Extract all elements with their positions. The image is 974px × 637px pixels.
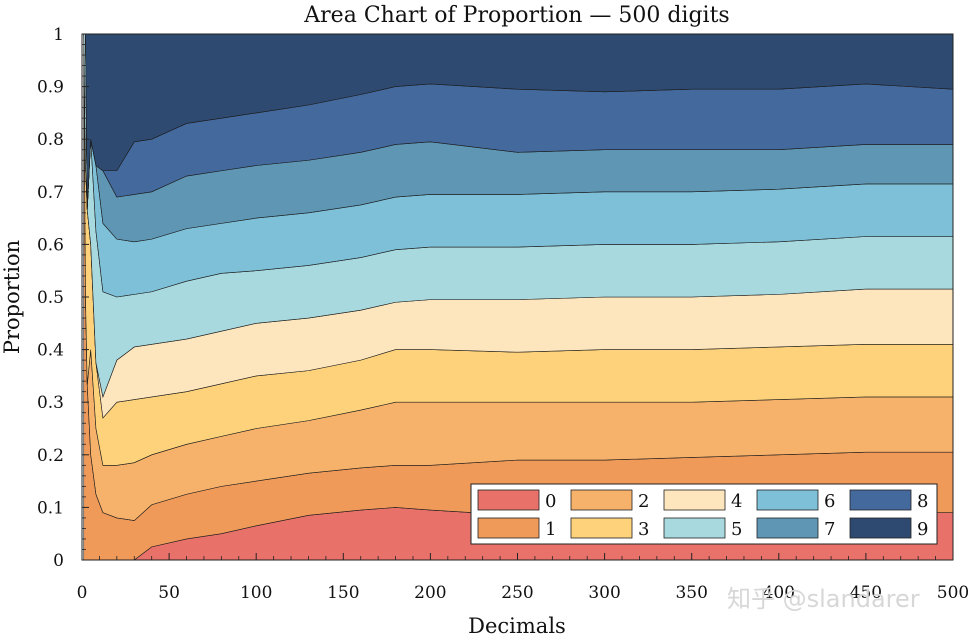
x-tick-label: 150	[327, 583, 359, 603]
y-tick-label: 0.9	[37, 78, 64, 98]
legend-swatch-5	[663, 517, 726, 539]
legend-swatch-9	[849, 517, 912, 539]
y-tick-label: 0.2	[37, 446, 64, 466]
y-tick-label: 0.1	[37, 498, 64, 518]
x-tick-label: 250	[501, 583, 533, 603]
x-axis-label: Decimals	[468, 614, 566, 637]
legend-label-3: 3	[638, 519, 649, 540]
watermark-text: 知乎 @slandarer	[727, 585, 920, 613]
legend-label-5: 5	[731, 519, 742, 540]
legend-swatch-4	[663, 489, 726, 511]
legend-swatch-0	[477, 489, 540, 511]
legend-swatch-8	[849, 489, 912, 511]
legend-label-0: 0	[545, 491, 556, 512]
legend-label-6: 6	[824, 491, 835, 512]
x-tick-label: 50	[158, 583, 180, 603]
legend-swatch-3	[570, 517, 633, 539]
y-tick-label: 0.3	[37, 393, 64, 413]
legend-swatch-1	[477, 517, 540, 539]
axes-group: 0 50 100 150 200 250 300 350 400 450 50000.10.20.3…	[37, 25, 969, 603]
x-tick-label: 300	[588, 583, 620, 603]
chart-title: Area Chart of Proportion — 500 digits	[303, 3, 729, 28]
legend-swatch-2	[570, 489, 633, 511]
legend-label-7: 7	[824, 519, 835, 540]
x-tick-label: 350	[675, 583, 707, 603]
y-tick-label: 0.8	[37, 130, 64, 150]
y-tick-label: 1	[53, 25, 64, 45]
y-tick-label: 0.7	[37, 183, 64, 203]
x-tick-label: 100	[240, 583, 272, 603]
y-tick-label: 0	[53, 551, 64, 571]
legend-label-2: 2	[638, 491, 649, 512]
x-tick-label: 400	[763, 583, 795, 603]
legend-label-1: 1	[545, 519, 556, 540]
legend-swatch-7	[756, 517, 819, 539]
x-tick-label: 500	[937, 583, 969, 603]
y-axis-label: Proportion	[0, 240, 24, 354]
y-tick-label: 0.5	[37, 288, 64, 308]
y-tick-label: 0.6	[37, 235, 64, 255]
x-tick-label: 450	[850, 583, 882, 603]
legend-swatch-6	[756, 489, 819, 511]
x-tick-label: 200	[414, 583, 446, 603]
x-tick-label: 0	[77, 583, 88, 603]
legend-label-8: 8	[917, 491, 928, 512]
y-tick-label: 0.4	[37, 341, 64, 361]
legend: 0 1 2 3 4 5 6 7 8 9	[470, 483, 938, 545]
legend-label-9: 9	[917, 519, 928, 540]
legend-label-4: 4	[731, 491, 742, 512]
area-series-group	[83, 33, 954, 561]
